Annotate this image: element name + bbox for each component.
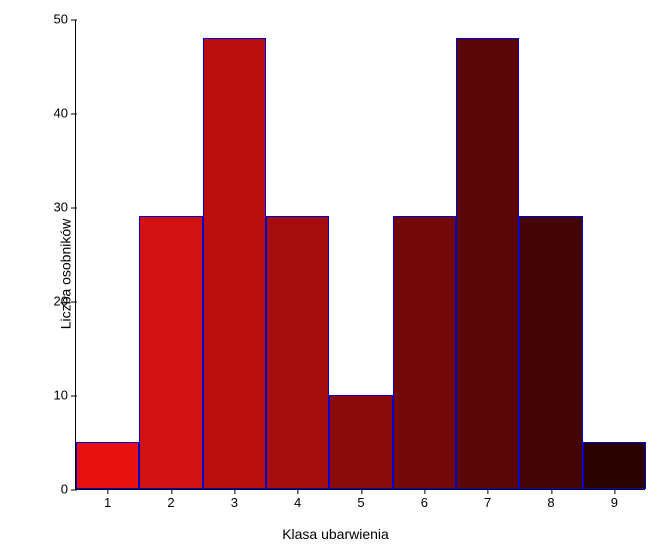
- y-tick: 10: [54, 388, 76, 403]
- x-tick: 6: [421, 489, 428, 510]
- x-tick: 4: [294, 489, 301, 510]
- y-tick: 20: [54, 294, 76, 309]
- y-tick: 30: [54, 200, 76, 215]
- bar: [456, 38, 519, 489]
- y-tick: 40: [54, 106, 76, 121]
- bar: [583, 442, 646, 489]
- x-tick: 3: [231, 489, 238, 510]
- x-tick: 1: [104, 489, 111, 510]
- x-tick: 5: [357, 489, 364, 510]
- y-tick: 0: [61, 482, 76, 497]
- bar: [203, 38, 266, 489]
- x-tick: 9: [611, 489, 618, 510]
- bar: [329, 395, 392, 489]
- y-tick: 50: [54, 12, 76, 27]
- bar: [76, 442, 139, 489]
- y-axis-label: Liczba osobników: [57, 219, 73, 330]
- x-tick: 8: [547, 489, 554, 510]
- plot-area: 01020304050123456789: [75, 20, 645, 490]
- bar: [519, 216, 582, 489]
- x-tick: 7: [484, 489, 491, 510]
- x-axis-label: Klasa ubarwienia: [0, 526, 671, 542]
- x-tick: 2: [167, 489, 174, 510]
- histogram-chart: Liczba osobników Klasa ubarwienia 010203…: [0, 0, 671, 548]
- bar: [266, 216, 329, 489]
- bar: [393, 216, 456, 489]
- bar: [139, 216, 202, 489]
